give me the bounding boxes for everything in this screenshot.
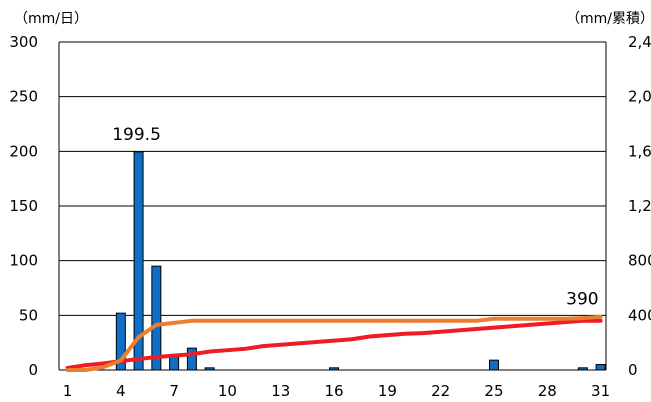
y-left-tick-label: 100 (9, 252, 38, 270)
cumulative-line (65, 318, 603, 370)
rain-bar (151, 265, 162, 371)
x-tick-label: 16 (325, 382, 344, 400)
data-label: 390 (566, 290, 598, 310)
y-left-tick-label: 250 (9, 88, 38, 106)
left-axis-unit-label: （mm/日） (14, 11, 88, 27)
rain-bar (329, 367, 340, 371)
y-left-tick-label: 300 (9, 33, 38, 51)
rain-bar (169, 356, 180, 371)
y-right-tick-label: 400 (628, 306, 651, 324)
x-tick-label: 28 (538, 382, 557, 400)
cumulative-line (65, 314, 603, 372)
y-left-tick-label: 200 (9, 142, 38, 160)
y-right-tick-label: 2,4 (628, 33, 651, 51)
x-tick-label: 7 (169, 382, 179, 400)
rain-bar (133, 151, 144, 371)
rain-bar (115, 312, 126, 371)
rain-bar (204, 367, 215, 371)
rain-bar (595, 364, 606, 371)
rain-bar (577, 367, 588, 371)
x-tick-label: 13 (271, 382, 290, 400)
data-label: 199.5 (112, 125, 161, 145)
x-tick-label: 22 (431, 382, 450, 400)
rain-bar (488, 359, 499, 371)
x-tick-label: 4 (116, 382, 126, 400)
y-right-tick-label: 0 (628, 361, 638, 379)
y-left-tick-label: 0 (28, 361, 38, 379)
y-right-tick-label: 2,0 (628, 88, 651, 106)
x-tick-label: 10 (218, 382, 237, 400)
right-axis-unit-label: （mm/累積） (566, 11, 651, 27)
y-right-tick-label: 1,6 (628, 142, 651, 160)
x-tick-label: 19 (378, 382, 397, 400)
y-right-tick-label: 1,2 (628, 197, 651, 215)
y-right-tick-label: 800 (628, 252, 651, 270)
x-tick-label: 25 (484, 382, 503, 400)
y-left-tick-label: 50 (19, 306, 38, 324)
rain-bar (186, 347, 197, 371)
x-tick-label: 31 (591, 382, 610, 400)
y-left-tick-label: 150 (9, 197, 38, 215)
x-tick-label: 1 (63, 382, 73, 400)
